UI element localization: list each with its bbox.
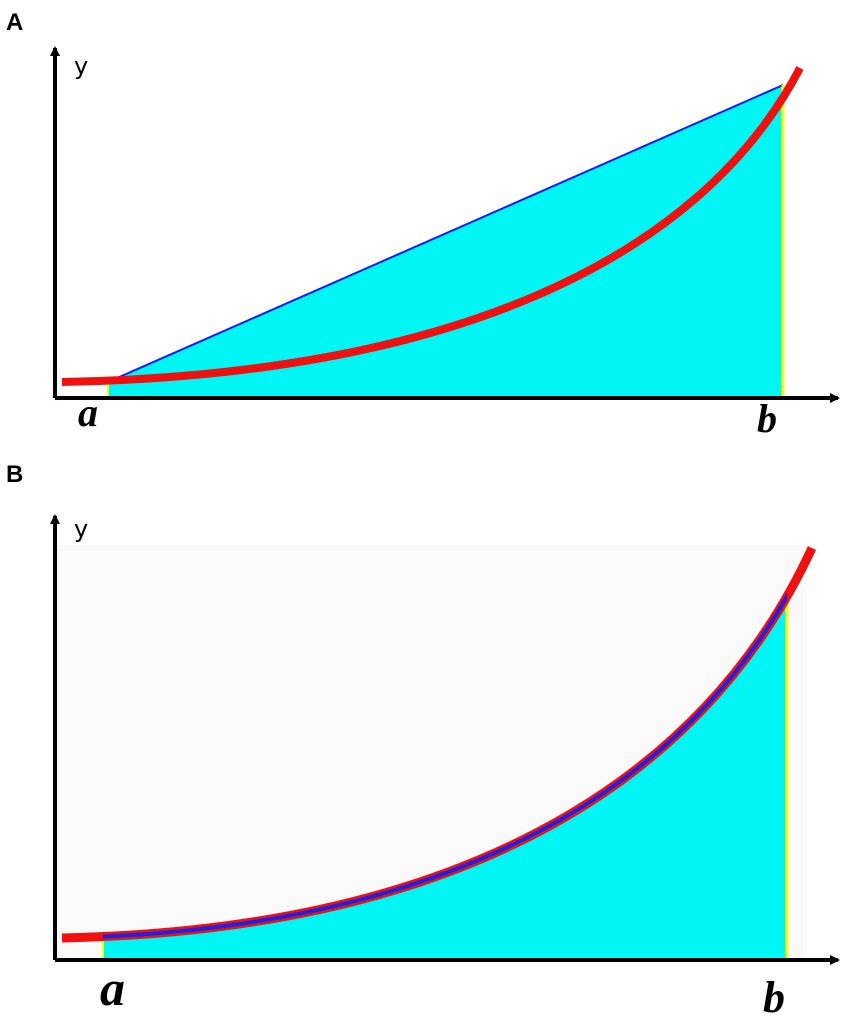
trapezoid-top xyxy=(107,84,784,383)
y-axis-label: y xyxy=(74,52,88,80)
trapezoid-area xyxy=(108,85,783,398)
lower-limit-label: a xyxy=(78,390,98,435)
lower-limit-label: a xyxy=(100,960,125,1016)
panel-label: B xyxy=(6,461,23,488)
integral-area xyxy=(103,596,787,960)
y-axis-label: y xyxy=(74,515,88,543)
panel-label: A xyxy=(6,9,23,36)
panel-a: A y a b xyxy=(6,9,840,441)
panel-b: B y a b xyxy=(6,461,840,1022)
curve xyxy=(61,66,804,386)
upper-limit-label: b xyxy=(763,973,785,1022)
approximation-curve xyxy=(103,592,787,939)
upper-limit-label: b xyxy=(757,396,777,441)
